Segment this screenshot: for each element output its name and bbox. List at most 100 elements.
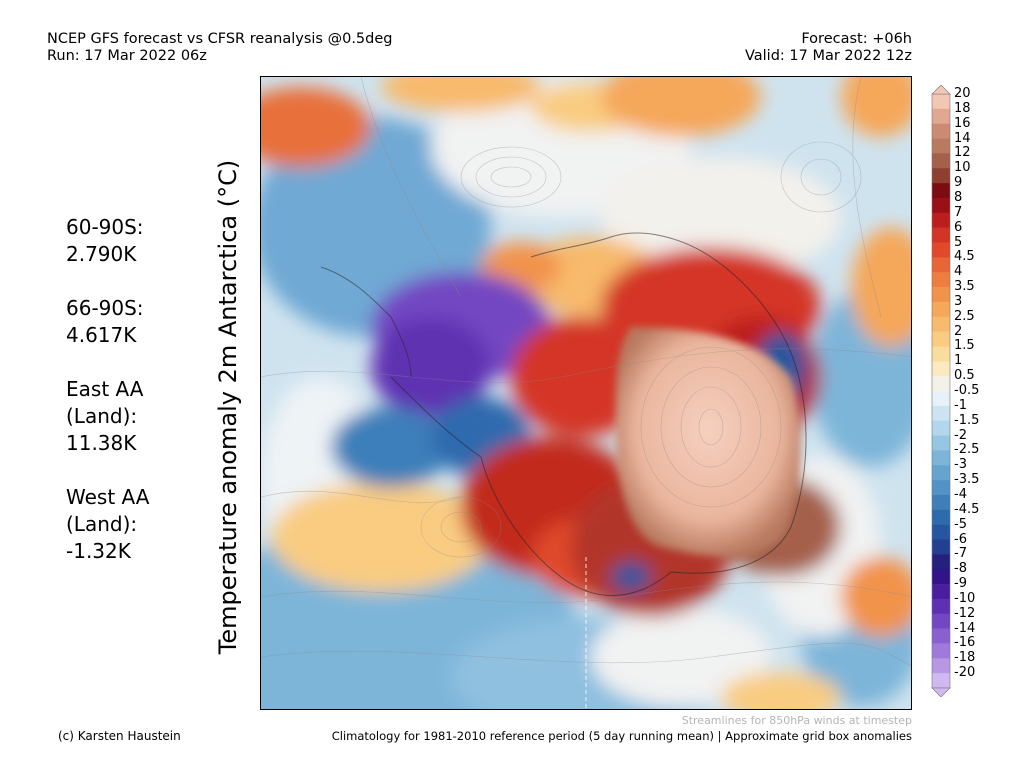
stat-east-aa: East AA (Land): 11.38K [66,376,149,457]
stat-66-90s: 66-90S: 4.617K [66,295,149,349]
colorbar-tick-label: 18 [954,100,971,116]
colorbar-box [932,183,950,199]
colorbar-box [932,301,950,318]
anomaly-stats: 60-90S: 2.790K 66-90S: 4.617K East AA (L… [66,214,149,592]
colorbar-tick-label: -1 [954,397,967,413]
colorbar-box [932,450,950,466]
colorbar-box [932,376,950,392]
stat-value: 2.790K [66,242,137,266]
colorbar-box [932,287,950,303]
colorbar-tick-label: 10 [954,160,971,176]
colorbar-box [932,272,950,288]
colorbar-tick-label: 4.5 [954,249,975,265]
colorbar-top-arrow [931,85,951,95]
colorbar-tick-label: -12 [954,605,976,621]
colorbar-box [932,628,950,644]
forecast-hour: Forecast: +06h [801,31,912,47]
model-title: NCEP GFS forecast vs CFSR reanalysis @0.… [47,31,393,47]
colorbar-tick-label: -0.5 [954,383,980,398]
colorbar-tick-label: 20 [954,86,971,101]
antarctica-coastline [390,232,807,596]
colorbar-box [932,405,950,421]
colorbar-tick-label: 1.5 [954,338,975,354]
stat-label: 66-90S: [66,296,144,320]
colorbar-tick-label: 2 [954,323,963,339]
stat-value: -1.32K [66,539,131,563]
colorbar-box [932,212,950,228]
stat-value: 11.38K [66,431,137,455]
colorbar-tick-label: -8 [954,561,967,577]
colorbar-tick-label: -5 [954,516,967,532]
colorbar-box [932,391,950,407]
colorbar-box [932,316,950,332]
stat-60-90s: 60-90S: 2.790K [66,214,149,268]
stat-label: West AA [66,485,150,509]
colorbar-box [932,598,950,615]
colorbar-tick-label: 1 [954,353,963,369]
colorbar-box [932,658,950,674]
colorbar-box [932,524,950,540]
header-left: NCEP GFS forecast vs CFSR reanalysis @0.… [47,31,392,65]
colorbar-box [932,197,950,214]
colorbar-tick-label: 2.5 [954,308,975,324]
colorbar-box [932,643,950,659]
streamlines-note: Streamlines for 850hPa winds at timestep [681,714,912,727]
colorbar-box [932,465,950,481]
colorbar-box [932,361,950,377]
stat-west-aa: West AA (Land): -1.32K [66,484,149,565]
colorbar-tick-label: -14 [954,620,976,636]
valid-time: Valid: 17 Mar 2022 12z [744,48,912,64]
colorbar-box [932,673,950,689]
colorbar-tick-label: 3.5 [954,279,975,295]
colorbar-tick-label: -20 [954,665,976,681]
colorbar-tick-label: -4 [954,486,967,502]
colorbar-tick-label: -9 [954,576,967,592]
colorbar-box [932,331,950,347]
credit: (c) Karsten Haustein [58,729,181,743]
colorbar-tick-label: -4.5 [954,501,980,517]
colorbar-box [932,108,950,124]
colorbar-bottom-arrow [931,687,951,697]
colorbar-box [932,420,950,436]
stat-label-sub: (Land): [66,404,138,428]
colorbar-tick-label: -3 [954,457,967,473]
colorbar-box [932,554,950,570]
header-right: Forecast: +06h Valid: 17 Mar 2022 12z [745,31,912,65]
anomaly-field [261,77,911,709]
stat-label: 60-90S: [66,215,144,239]
colorbar-box [932,168,950,184]
anomaly-map [260,76,912,710]
colorbar-box [932,435,950,451]
colorbar-tick-label: 7 [954,204,963,220]
colorbar-tick-label: 4 [954,264,963,280]
colorbar-box [932,480,950,496]
colorbar-box [932,138,950,154]
anomaly-blobs [261,77,911,709]
colorbar-tick-label: 16 [954,115,971,131]
colorbar-tick-label: -3.5 [954,472,980,488]
colorbar-tick-label: -7 [954,546,967,562]
colorbar-tick-label: -2 [954,427,967,443]
map-title: Temperature anomaly 2m Antarctica (°C) [214,159,242,655]
colorbar-tick-label: 0.5 [954,368,975,384]
colorbar-tick-label: 8 [954,189,963,205]
colorbar-box [932,494,950,511]
stat-label-sub: (Land): [66,512,138,536]
colorbar-tick-label: -6 [954,531,967,547]
colorbar-tick-label: -1.5 [954,412,980,428]
colorbar-box [932,153,950,169]
colorbar-box [932,94,950,110]
colorbar-box [932,242,950,258]
colorbar-box [932,613,950,629]
colorbar-box [932,584,950,600]
colorbar-box [932,257,950,273]
colorbar-tick-label: -2.5 [954,442,980,458]
colorbar-tick-label: 14 [954,130,971,146]
streamlines [261,77,911,667]
stat-value: 4.617K [66,323,137,347]
colorbar-tick-label: 5 [954,234,963,250]
colorbar-box [932,227,950,243]
colorbar-tick-label: -18 [954,650,976,666]
colorbar-tick-label: 12 [954,145,971,161]
colorbar-box [932,569,950,585]
